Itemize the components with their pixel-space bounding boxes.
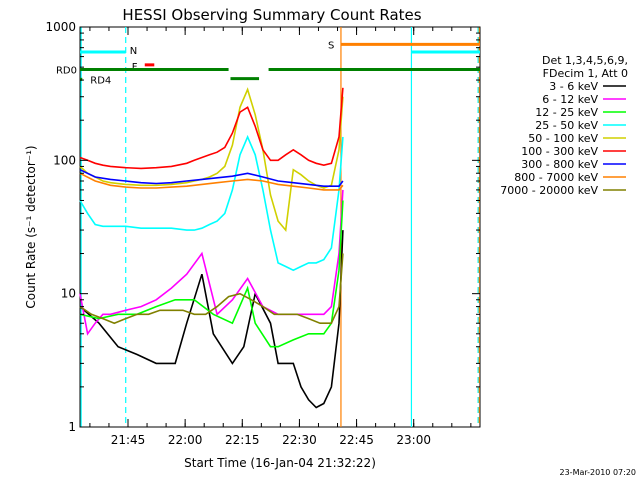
- legend-label-4: 50 - 100 keV: [528, 132, 598, 145]
- x-tick-label-2: 22:15: [225, 433, 260, 447]
- series-line-1: [79, 189, 344, 336]
- legend: Det 1,3,4,5,6,9,FDecim 1, Att 03 - 6 keV…: [500, 54, 628, 197]
- chart-title: HESSI Observing Summary Count Rates: [122, 6, 421, 24]
- legend-label-0: 3 - 6 keV: [549, 80, 598, 93]
- x-axis: 21:45 22:00 22:15 22:30 22:45 23:00: [89, 27, 472, 447]
- x-tick-label-5: 23:00: [396, 433, 431, 447]
- annotation-label-2: S: [328, 40, 334, 51]
- vertical-markers: [80, 27, 480, 427]
- x-tick-label-1: 22:00: [168, 433, 203, 447]
- series-line-7: [79, 172, 344, 191]
- legend-label-6: 300 - 800 keV: [521, 158, 598, 171]
- plot-frame: [79, 26, 481, 428]
- series-line-0: [79, 230, 344, 409]
- annotation-label-7: RD4: [90, 75, 111, 86]
- y-axis-label: Count Rate (s⁻¹ detector⁻¹): [24, 145, 38, 308]
- y-tick-label-3: 1000: [45, 20, 76, 34]
- series-line-6: [79, 168, 344, 187]
- x-tick-label-3: 22:30: [282, 433, 317, 447]
- y-axis: 1 10 100 1000: [45, 20, 480, 434]
- y-tick-label-2: 100: [53, 153, 76, 167]
- annotation-label-1: F: [132, 62, 138, 73]
- x-axis-label: Start Time (16-Jan-04 21:32:22): [184, 456, 376, 470]
- legend-label-7: 800 - 7000 keV: [514, 171, 598, 184]
- legend-label-1: 6 - 12 keV: [542, 93, 598, 106]
- x-tick-label-4: 22:45: [339, 433, 374, 447]
- footer-date: 23-Mar-2010 07:20: [560, 468, 637, 477]
- legend-label-2: 12 - 25 keV: [535, 106, 598, 119]
- plot-area: [79, 26, 481, 428]
- series-line-3: [79, 134, 344, 272]
- series-group: [79, 87, 344, 409]
- series-line-8: [79, 253, 344, 325]
- legend-header-1: FDecim 1, Att 0: [543, 67, 628, 80]
- series-line-4: [79, 87, 344, 233]
- legend-label-8: 7000 - 20000 keV: [500, 184, 598, 197]
- y-tick-label-1: 10: [61, 287, 76, 301]
- x-tick-label-0: 21:45: [111, 433, 146, 447]
- annotation-label-0: N: [130, 46, 137, 57]
- y-tick-label-0: 1: [68, 420, 76, 434]
- annotation-bars: NF S RD0 RD4: [56, 40, 480, 86]
- legend-label-5: 100 - 300 keV: [521, 145, 598, 158]
- legend-label-3: 25 - 50 keV: [535, 119, 598, 132]
- series-line-5: [79, 87, 344, 170]
- annotation-label-4: RD0: [56, 66, 77, 77]
- legend-header-0: Det 1,3,4,5,6,9,: [542, 54, 628, 67]
